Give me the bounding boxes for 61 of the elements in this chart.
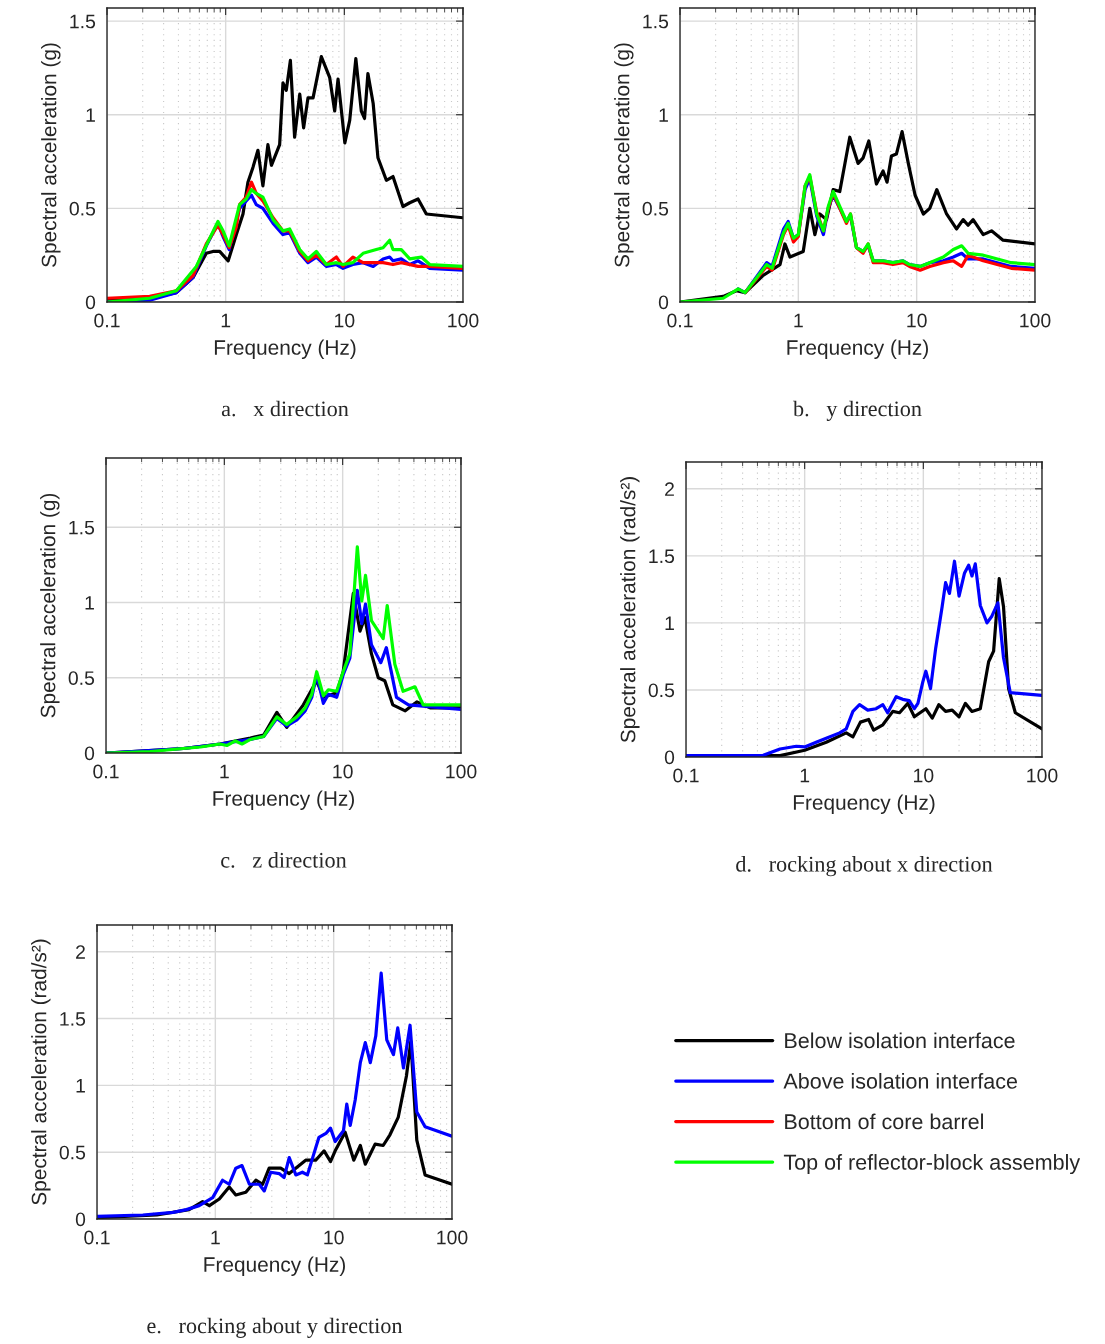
y-axis-title: Spectral acceleration (rad/s²) <box>31 939 51 1205</box>
x-axis-title: Frequency (Hz) <box>787 339 928 359</box>
x-tick-label: 0.1 <box>84 1230 110 1245</box>
x-tick-label: 100 <box>446 764 477 779</box>
y-tick-label: 0.5 <box>59 1145 86 1160</box>
y-tick-label: 1.5 <box>60 1012 86 1026</box>
y-tick-label: 0.5 <box>68 671 95 685</box>
legend-label: Bottom of core barrel <box>785 1113 983 1130</box>
legend-label: Below isolation interface <box>785 1032 1015 1049</box>
x-tick-label: 10 <box>907 313 927 328</box>
y-tick-label: 1 <box>86 108 95 122</box>
x-axis-title: Frequency (Hz) <box>204 1256 345 1276</box>
y-tick-label: 0 <box>664 750 675 765</box>
x-tick-label: 1 <box>800 768 810 783</box>
x-tick-label: 0.1 <box>667 313 693 328</box>
text: a. x direction <box>221 400 349 417</box>
text: b. y direction <box>793 400 922 421</box>
x-axis-title: Frequency (Hz) <box>214 339 356 359</box>
y-axis-title: Spectral acceleration (rad/s²) <box>620 477 640 743</box>
y-tick-label: 2 <box>76 945 85 959</box>
y-tick-label: 1 <box>659 108 668 122</box>
y-tick-label: 0 <box>85 295 96 310</box>
x-tick-label: 0.1 <box>673 768 699 783</box>
y-tick-label: 0 <box>658 295 669 310</box>
y-tick-label: 0.5 <box>642 201 669 216</box>
x-tick-label: 100 <box>437 1230 468 1245</box>
x-tick-label: 100 <box>1027 768 1058 783</box>
x-tick-label: 10 <box>335 313 355 328</box>
y-tick-label: 0 <box>75 1212 86 1227</box>
x-tick-label: 0.1 <box>94 313 120 328</box>
x-tick-label: 100 <box>1020 313 1051 328</box>
x-tick-label: 10 <box>914 768 934 783</box>
x-axis-title: Frequency (Hz) <box>793 794 935 814</box>
y-tick-label: 1.5 <box>69 520 95 535</box>
y-tick-label: 2 <box>665 482 674 496</box>
y-axis-title: Spectral acceleration (g) <box>41 43 61 267</box>
y-tick-label: 0.5 <box>648 683 675 698</box>
x-tick-label: 0.1 <box>93 764 119 779</box>
y-tick-label: 1 <box>85 596 94 610</box>
legend-label: Top of reflector-block assembly <box>783 1154 1081 1175</box>
y-tick-label: 1.5 <box>70 14 96 29</box>
x-axis-title: Frequency (Hz) <box>213 790 354 810</box>
x-tick-label: 100 <box>448 313 479 328</box>
y-tick-label: 1 <box>665 616 674 630</box>
y-axis-title: Spectral acceleration (g) <box>614 43 634 267</box>
x-tick-label: 1 <box>220 764 229 779</box>
y-tick-label: 1 <box>76 1079 85 1093</box>
y-tick-label: 0.5 <box>69 201 96 216</box>
text: d. rocking about x direction <box>736 856 993 877</box>
y-tick-label: 0 <box>84 746 95 761</box>
y-tick-label: 1.5 <box>643 14 669 29</box>
y-axis-title: Spectral acceleration (g) <box>40 493 60 718</box>
x-tick-label: 10 <box>324 1230 344 1245</box>
legend-label: Above isolation interface <box>783 1072 1018 1089</box>
text: e. rocking about y direction <box>147 1317 403 1338</box>
x-tick-label: 1 <box>221 313 231 328</box>
y-tick-label: 1.5 <box>649 549 675 564</box>
text: c. z direction <box>221 852 347 868</box>
x-tick-label: 1 <box>794 313 803 328</box>
x-tick-label: 10 <box>333 764 353 779</box>
x-tick-label: 1 <box>211 1230 220 1245</box>
